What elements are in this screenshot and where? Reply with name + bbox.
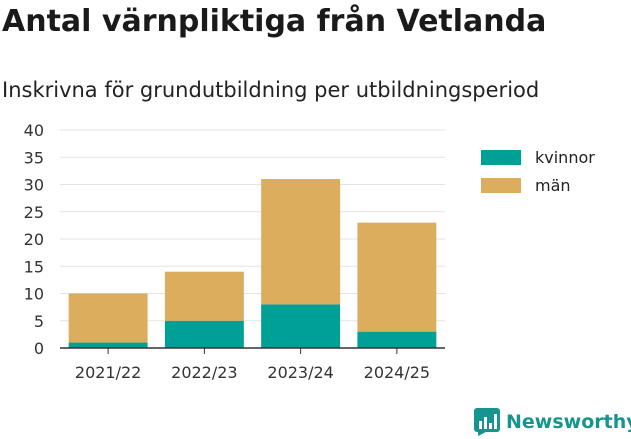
bars bbox=[68, 179, 437, 348]
x-tick-label: 2024/25 bbox=[364, 363, 430, 382]
bar-kvinnor-2022-23 bbox=[164, 320, 244, 348]
bar-kvinnor-2021-22 bbox=[68, 342, 148, 348]
y-tick-label: 25 bbox=[24, 203, 44, 222]
y-tick-label: 15 bbox=[24, 257, 44, 276]
bar-man-2024-25 bbox=[357, 222, 437, 332]
bar-man-2021-22 bbox=[68, 293, 148, 343]
bar-chart-logo-icon bbox=[474, 408, 500, 436]
y-tick-label: 5 bbox=[34, 312, 44, 331]
y-tick-label: 0 bbox=[34, 339, 44, 358]
x-tick-label: 2021/22 bbox=[75, 363, 141, 382]
y-tick-label: 35 bbox=[24, 148, 44, 167]
newsworthy-logo: Newsworthy bbox=[474, 406, 631, 438]
legend-label: män bbox=[535, 176, 571, 195]
legend: kvinnor män bbox=[481, 148, 595, 195]
y-tick-label: 20 bbox=[24, 230, 44, 249]
chart-subtitle: Inskrivna för grundutbildning per utbild… bbox=[2, 78, 540, 102]
x-tick-label: 2022/23 bbox=[171, 363, 237, 382]
bar-kvinnor-2024-25 bbox=[357, 331, 437, 348]
brand-name: Newsworthy bbox=[506, 411, 631, 433]
x-tick-label: 2023/24 bbox=[267, 363, 333, 382]
bar-man-2023-24 bbox=[261, 179, 341, 305]
bar-man-2022-23 bbox=[164, 271, 244, 321]
bar-kvinnor-2023-24 bbox=[261, 304, 341, 348]
axes: 0 5 10 15 20 25 30 35 40 2021/22 2022/23 2023/24 202… bbox=[24, 121, 445, 382]
y-tick-label: 30 bbox=[24, 176, 44, 195]
legend-swatch bbox=[481, 178, 521, 193]
legend-label: kvinnor bbox=[535, 148, 595, 167]
y-tick-label: 40 bbox=[24, 121, 44, 140]
chart-title: Antal värnpliktiga från Vetlanda bbox=[2, 4, 547, 39]
legend-swatch bbox=[481, 150, 521, 165]
y-tick-label: 10 bbox=[24, 285, 44, 304]
